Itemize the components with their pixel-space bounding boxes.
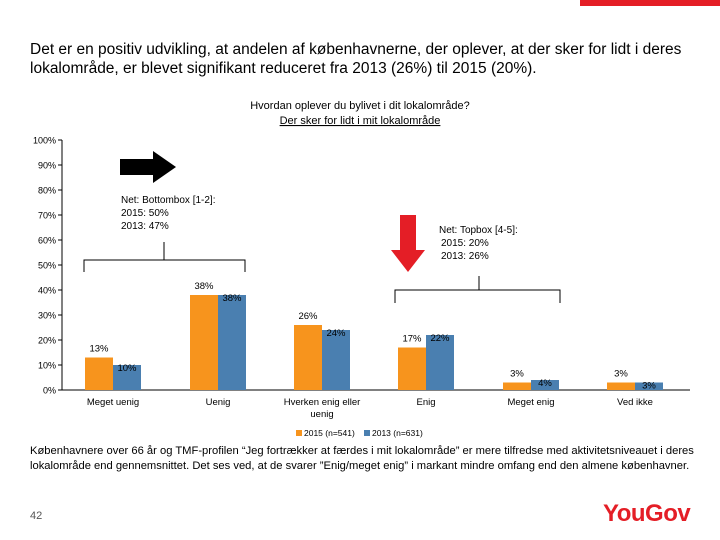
bottombox-2013: 2013: 47% <box>121 221 169 232</box>
category-label: Enig <box>416 397 435 408</box>
yougov-logo: YouGov <box>603 500 691 527</box>
bottombox-bracket <box>83 242 246 272</box>
category-label: Meget uenig <box>87 397 139 408</box>
bar-2015 <box>190 295 218 390</box>
arrow-down-icon <box>391 215 425 272</box>
bar-2013 <box>218 295 246 390</box>
bar-2015 <box>85 357 113 390</box>
topbox-title: Net: Topbox [4-5]: <box>439 225 518 236</box>
data-label: 13% <box>89 344 109 355</box>
bar-2015 <box>607 382 635 390</box>
y-tick-label: 20% <box>38 336 56 346</box>
data-label: 3% <box>510 369 524 380</box>
category-label: Hverken enig eller <box>284 397 361 408</box>
slide-headline: Det er en positiv udvikling, at andelen … <box>30 41 682 77</box>
category-label: Meget enig <box>507 397 554 408</box>
data-label: 3% <box>614 369 628 380</box>
topbox-2015: 2015: 20% <box>441 238 489 249</box>
arrow-right-icon <box>120 151 176 183</box>
data-label: 38% <box>222 293 242 304</box>
data-label: 3% <box>642 381 656 392</box>
data-label: 26% <box>298 311 318 322</box>
data-label: 22% <box>430 333 450 344</box>
y-tick-label: 90% <box>38 161 56 171</box>
y-tick-label: 10% <box>38 361 56 371</box>
data-label: 17% <box>402 334 422 345</box>
bottombox-title: Net: Bottombox [1-2]: <box>121 195 216 206</box>
accent-bar <box>580 0 720 6</box>
bar-2013 <box>113 365 141 390</box>
data-label: 10% <box>117 363 137 374</box>
y-tick-label: 40% <box>38 286 56 296</box>
data-label: 38% <box>194 281 214 292</box>
category-label: Uenig <box>206 397 231 408</box>
bar-2015 <box>503 382 531 390</box>
y-tick-label: 50% <box>38 261 56 271</box>
chart-title: Hvordan oplever du bylivet i dit lokalom… <box>250 100 470 112</box>
bottombox-2015: 2015: 50% <box>121 208 169 219</box>
legend-swatch <box>296 430 302 436</box>
y-tick-label: 0% <box>43 386 56 396</box>
topbox-2013: 2013: 26% <box>441 251 489 262</box>
legend-label: 2015 (n=541) <box>304 428 355 438</box>
chart-subtitle: Der sker for lidt i mit lokalområde <box>280 115 441 127</box>
legend-swatch <box>364 430 370 436</box>
topbox-bracket <box>394 276 561 303</box>
bar-2013 <box>635 382 663 390</box>
footnote: Københavnere over 66 år og TMF-profilen … <box>30 445 694 472</box>
data-label: 24% <box>326 328 346 339</box>
page-number: 42 <box>30 510 43 522</box>
bar-2015 <box>294 325 322 390</box>
y-tick-label: 60% <box>38 236 56 246</box>
y-tick-label: 70% <box>38 211 56 221</box>
y-tick-label: 100% <box>33 136 56 146</box>
bar-2013 <box>531 380 559 390</box>
category-label: uenig <box>310 409 333 420</box>
bar-2015 <box>398 347 426 390</box>
category-label: Ved ikke <box>617 397 653 408</box>
bar-2013 <box>426 335 454 390</box>
bar-2013 <box>322 330 350 390</box>
data-label: 4% <box>538 378 552 389</box>
y-tick-label: 80% <box>38 186 56 196</box>
y-tick-label: 30% <box>38 311 56 321</box>
legend-label: 2013 (n=631) <box>372 428 423 438</box>
